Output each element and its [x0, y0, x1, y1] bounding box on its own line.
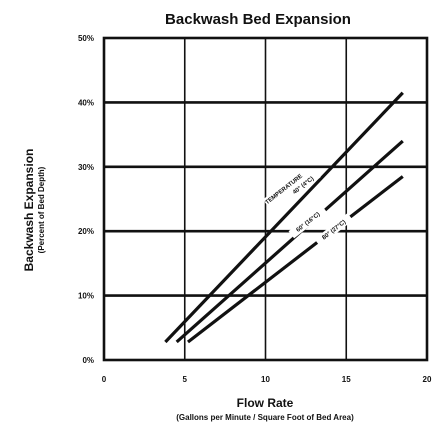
x-tick-label-20: 20: [423, 375, 432, 384]
annotation-label-60-backing: [288, 205, 328, 239]
x-axis-subtitle: (Gallons per Minute / Square Foot of Bed…: [176, 413, 354, 422]
x-tick-label-0: 0: [102, 375, 107, 384]
plot-frame: [102, 36, 429, 362]
annotation-label-80-group: 80° (27°C): [314, 213, 354, 247]
annotation-label-80-backing: [314, 213, 354, 247]
chart-title: Backwash Bed Expansion: [165, 11, 351, 28]
y-axis-subtitle: (Percent of Bed Depth): [37, 166, 46, 253]
y-tick-label-20: 20%: [78, 227, 94, 236]
x-tick-label-5: 5: [183, 375, 188, 384]
annotation-heading-backing: [262, 171, 305, 207]
y-tick-label-30: 30%: [78, 163, 94, 172]
series-line-2: [175, 139, 404, 344]
y-axis-title: Backwash Expansion: [22, 149, 36, 272]
x-tick-label-10: 10: [261, 375, 270, 384]
y-tick-label-0: 0%: [82, 356, 94, 365]
y-tick-label-40: 40%: [78, 98, 94, 107]
x-tick-label-15: 15: [342, 375, 351, 384]
annotation-label-40-backing: [285, 169, 321, 201]
annotation-label-60-group: 60° (16°C): [288, 205, 328, 239]
series-line-1: [164, 91, 404, 344]
y-tick-label-10: 10%: [78, 292, 94, 301]
y-tick-label-50: 50%: [78, 34, 94, 43]
series-lines: [164, 91, 404, 344]
grid-layer: [102, 36, 429, 362]
x-axis-title: Flow Rate: [237, 396, 294, 410]
tick-labels: 0 5 10 15 20 0% 10% 20% 30% 40% 50%: [78, 34, 432, 384]
series-line-3: [187, 175, 404, 344]
